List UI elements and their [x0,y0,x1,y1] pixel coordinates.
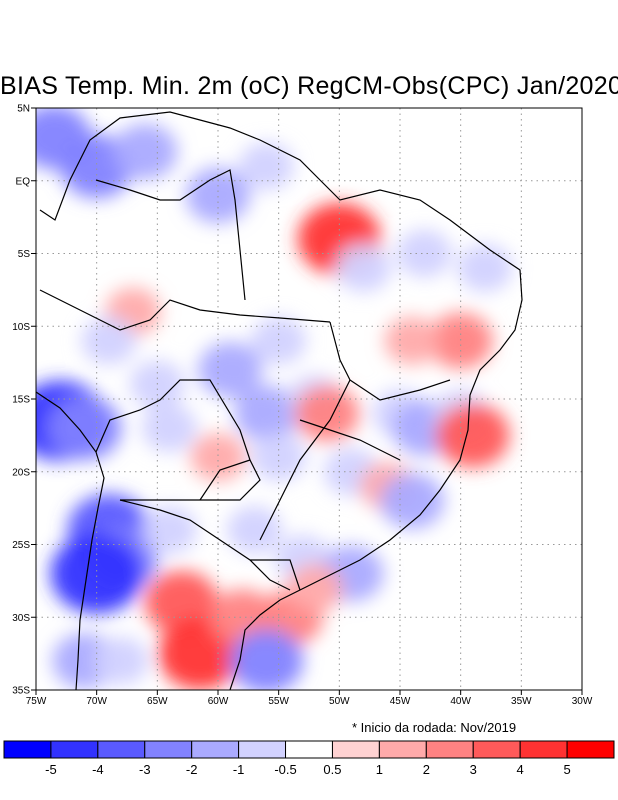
anomaly-blob [234,385,299,442]
anomaly-blob [47,396,122,461]
colorbar-swatch [50,740,99,759]
anomaly-blob [113,123,178,180]
x-tick-label: 45W [390,696,411,707]
x-tick-label: 75W [26,696,47,707]
colorbar-swatch [285,740,333,759]
x-tick-label: 40W [450,696,471,707]
colorbar-label: -5 [45,762,57,777]
colorbar-label: -4 [92,762,104,777]
colorbar-swatch [472,740,521,759]
anomaly-blob [336,244,392,293]
anomaly-blob [379,472,445,529]
y-tick-label: 20S [12,467,30,478]
anomaly-field [36,108,513,690]
state-borders-east [259,321,451,541]
x-tick-label: 30W [572,696,593,707]
y-tick-label: 30S [12,613,30,624]
colorbar-swatch [97,740,146,759]
colorbar-swatch [378,740,427,759]
y-tick-label: 15S [12,395,30,406]
anomaly-blob [141,404,198,453]
internal-border-north [39,169,331,331]
colorbar-label: -0.5 [274,762,296,777]
internal-border-south [119,459,301,591]
anomaly-blob [197,341,263,398]
map-title: BIAS Temp. Min. 2m (oC) RegCM-Obs(CPC) J… [0,72,618,100]
x-tick-label: 55W [268,696,289,707]
colorbar-swatch [3,740,52,759]
colorbar-swatch [238,740,287,759]
y-tick-label: 35S [12,686,30,697]
anomaly-blob [229,628,304,690]
y-tick-label: 25S [12,540,30,551]
x-tick-label: 35W [511,696,532,707]
anomaly-blob [428,312,493,369]
country-borders [36,111,523,690]
anomaly-blob [457,244,513,293]
map-gridlines [36,108,582,690]
colorbar-swatch [425,740,474,759]
colorbar-label: 1 [376,762,383,777]
coastline [36,111,523,690]
y-tick-label: 5N [17,104,30,115]
anomaly-blob [295,385,360,442]
colorbar-label: -2 [186,762,198,777]
colorbar-swatch [331,740,380,759]
x-tick-label: 70W [86,696,107,707]
anomaly-blob [251,316,307,365]
anomaly-blob [36,108,91,170]
x-tick-label: 50W [329,696,350,707]
anomaly-blob [185,167,251,224]
x-tick-label: 65W [147,696,168,707]
colorbar-label: -1 [233,762,245,777]
colorbar-swatch [191,740,240,759]
colorbar-label: 5 [563,762,570,777]
anomaly-blob [287,564,343,613]
y-tick-label: EQ [16,176,31,187]
colorbar-label: 0.5 [323,762,341,777]
anomaly-blob [238,142,295,191]
colorbar-label: 2 [423,762,430,777]
run-start-note: * Inicio da rodada: Nov/2019 [352,720,517,735]
anomaly-blob [436,403,510,468]
anomaly-blob [384,316,440,365]
x-tick-label: 60W [208,696,229,707]
y-tick-label: 10S [12,322,30,333]
colorbar-swatch [144,740,193,759]
latitude-axis: 5N EQ 5S 10S 15S 20S 25S 30S 35S [12,104,36,697]
longitude-axis: 75W 70W 65W 60W 55W 50W 45W 40W 35W 30W [26,690,593,707]
anomaly-blob [396,229,452,278]
y-tick-label: 5S [18,249,31,260]
anomaly-blob [251,433,307,482]
colorbar-swatch [519,740,568,759]
colorbar-label: 3 [470,762,477,777]
anomaly-blob [190,433,246,482]
anomaly-blob [226,505,282,554]
anomaly-blob [93,636,149,685]
colorbar-label: 4 [517,762,524,777]
colorbar: -5 -4 -3 -2 -1 -0.5 0.5 1 2 3 4 5 [3,740,615,777]
anomaly-blob [50,533,143,614]
colorbar-swatch [566,740,615,759]
colorbar-label: -3 [139,762,151,777]
